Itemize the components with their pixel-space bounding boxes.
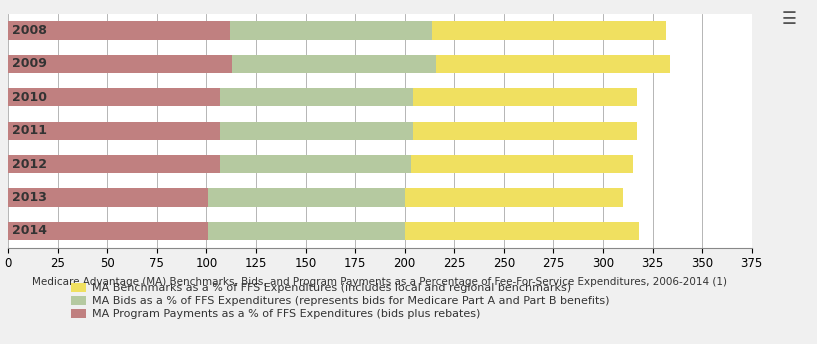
Bar <box>221 88 413 107</box>
Bar <box>436 55 671 73</box>
Bar <box>230 21 432 40</box>
Bar <box>413 88 636 107</box>
Bar <box>221 121 413 140</box>
Text: 2012: 2012 <box>12 158 47 171</box>
Text: 2009: 2009 <box>12 57 47 71</box>
X-axis label: Medicare Advantage (MA) Benchmarks, Bids, and Program Payments as a Percentage o: Medicare Advantage (MA) Benchmarks, Bids… <box>33 277 727 287</box>
Bar <box>8 189 208 207</box>
Text: ☰: ☰ <box>782 10 797 28</box>
Bar <box>411 155 632 173</box>
Bar <box>221 155 411 173</box>
Bar <box>8 88 221 107</box>
Legend: MA Benchmarks as a % of FFS Expenditures (includes local and regional benchmarks: MA Benchmarks as a % of FFS Expenditures… <box>71 282 609 320</box>
Bar <box>8 222 208 240</box>
Text: 2013: 2013 <box>12 191 47 204</box>
Bar <box>208 189 404 207</box>
Bar <box>404 189 623 207</box>
Bar <box>404 222 639 240</box>
Bar <box>8 155 221 173</box>
Text: 2008: 2008 <box>12 24 47 37</box>
Bar <box>8 55 232 73</box>
Text: 2014: 2014 <box>12 225 47 237</box>
Bar <box>413 121 636 140</box>
Bar <box>8 121 221 140</box>
Text: 2010: 2010 <box>12 91 47 104</box>
Bar <box>232 55 436 73</box>
Bar <box>208 222 404 240</box>
Bar <box>432 21 667 40</box>
Bar <box>8 21 230 40</box>
Text: 2011: 2011 <box>12 124 47 137</box>
